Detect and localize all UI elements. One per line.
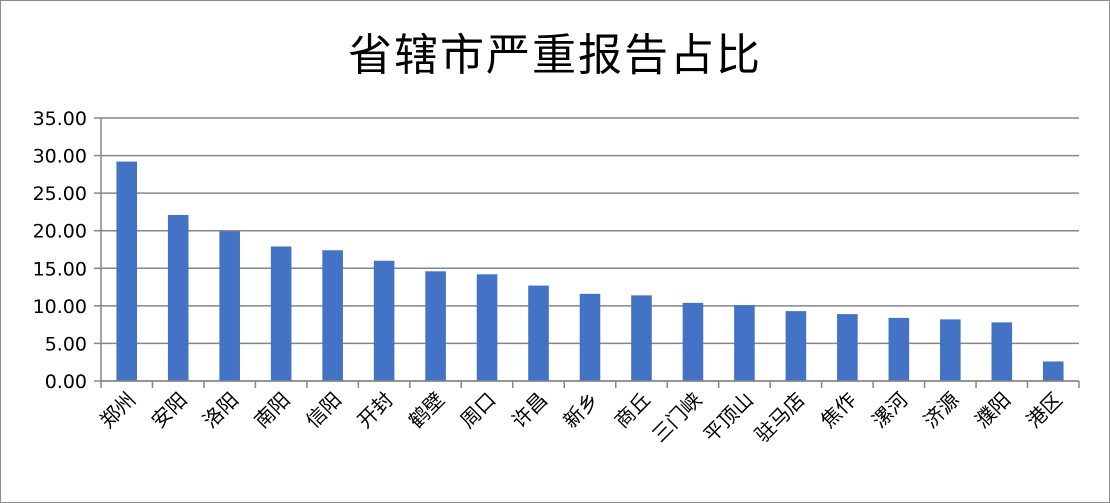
x-tick-label: 平顶山 bbox=[699, 388, 758, 447]
x-tick-label: 济源 bbox=[919, 388, 964, 433]
bar bbox=[940, 319, 961, 381]
x-axis bbox=[100, 380, 1080, 388]
y-tick-label: 5.00 bbox=[45, 333, 87, 355]
bar bbox=[631, 295, 652, 381]
y-tick-label: 10.00 bbox=[33, 296, 87, 318]
bar bbox=[579, 293, 601, 381]
x-tick-label: 开封 bbox=[352, 388, 397, 433]
x-tick-label: 新乡 bbox=[558, 388, 603, 433]
bar bbox=[734, 305, 755, 381]
bar bbox=[373, 260, 395, 381]
x-tick-label: 郑州 bbox=[95, 388, 140, 433]
x-tick-label: 焦作 bbox=[816, 388, 861, 433]
x-tick-labels: 郑州 安阳 洛阳 南阳 信阳 开封 鹤壁 周口 许昌 新乡 商丘三门峡平顶山驻马店 焦作 漯河 济源 濮阳港… bbox=[95, 388, 1067, 447]
x-tick-label: 许昌 bbox=[507, 388, 552, 433]
bar bbox=[219, 231, 240, 381]
x-tick-label: 洛阳 bbox=[198, 388, 243, 433]
bar bbox=[837, 314, 858, 381]
bars bbox=[116, 161, 1064, 381]
x-tick-label: 漯河 bbox=[867, 388, 912, 433]
x-tick-label: 驻马店 bbox=[750, 388, 809, 447]
bar bbox=[116, 161, 138, 381]
y-tick-label: 25.00 bbox=[33, 183, 87, 205]
bar bbox=[322, 250, 343, 381]
x-tick-label: 三门峡 bbox=[647, 388, 706, 447]
bar bbox=[270, 246, 292, 381]
bar bbox=[1042, 361, 1064, 381]
chart-title: 省辖市严重报告占比 bbox=[348, 30, 762, 81]
x-tick-label: 港区 bbox=[1022, 388, 1067, 433]
x-tick-label: 安阳 bbox=[146, 388, 191, 433]
bar bbox=[528, 285, 549, 381]
x-tick-label: 信阳 bbox=[301, 388, 346, 433]
y-tick-label: 35.00 bbox=[33, 108, 87, 130]
bar bbox=[888, 317, 910, 381]
y-tick-label: 0.00 bbox=[45, 371, 87, 393]
bar bbox=[785, 311, 807, 381]
bar bbox=[682, 302, 704, 381]
y-tick-labels: 0.00 5.00 10.00 15.00 20.00 25.00 30.00 35.00 bbox=[33, 108, 87, 393]
x-tick-label: 周口 bbox=[455, 388, 500, 433]
bar bbox=[476, 274, 498, 381]
x-tick-label: 商丘 bbox=[610, 388, 655, 433]
bar bbox=[991, 322, 1013, 381]
x-tick-label: 濮阳 bbox=[970, 388, 1015, 433]
bar bbox=[425, 271, 446, 381]
bar bbox=[167, 214, 189, 381]
x-tick-label: 南阳 bbox=[249, 388, 294, 433]
x-tick-label: 鹤壁 bbox=[404, 388, 449, 433]
y-tick-label: 20.00 bbox=[33, 221, 87, 243]
y-tick-label: 30.00 bbox=[33, 146, 87, 168]
y-tick-label: 15.00 bbox=[33, 258, 87, 280]
